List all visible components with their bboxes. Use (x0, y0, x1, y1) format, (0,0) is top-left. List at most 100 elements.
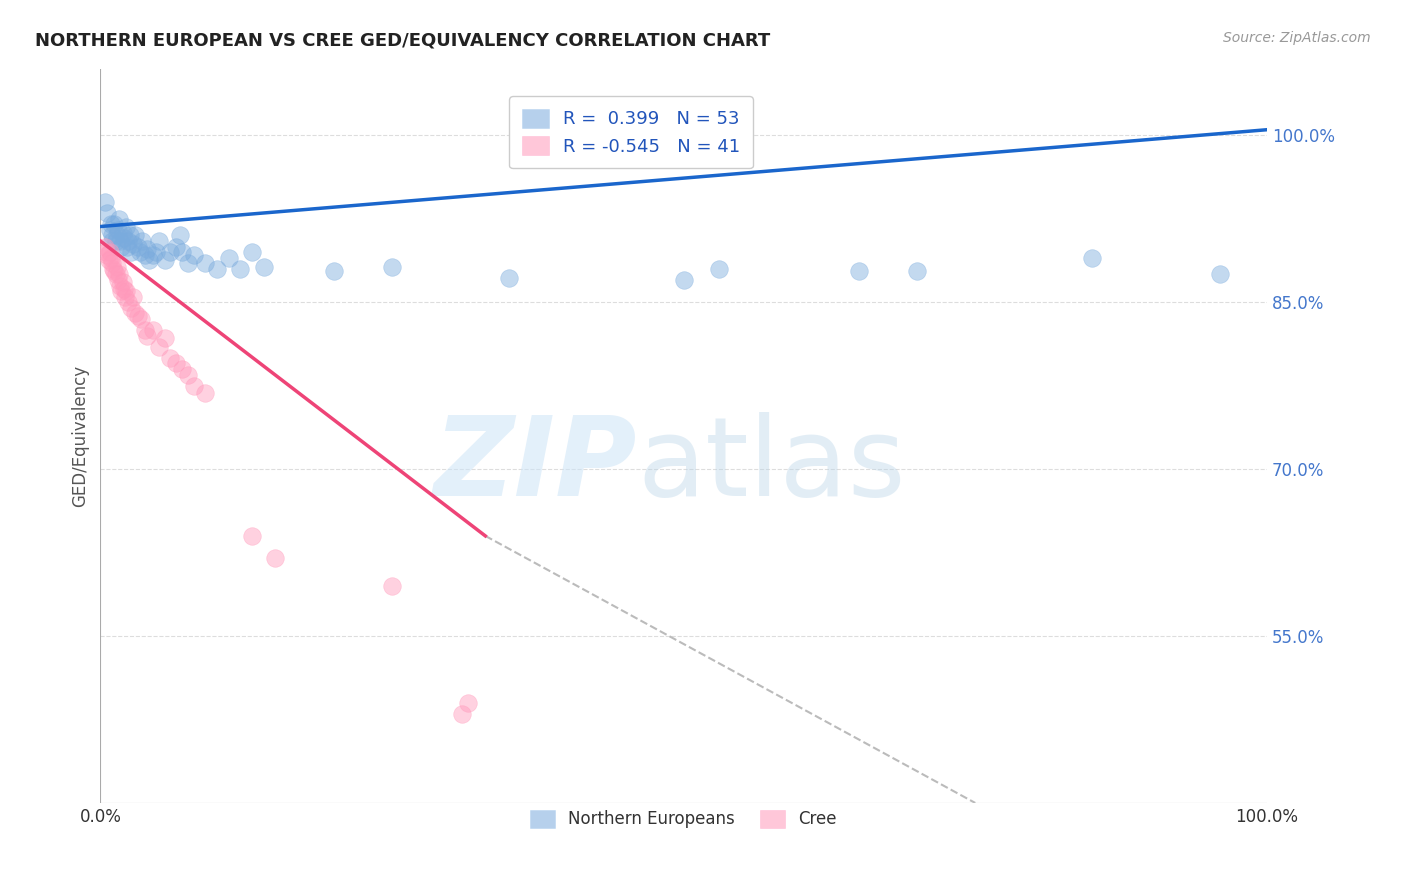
Point (111, 226, 134, 240)
Point (134, 323, 156, 337)
Point (94, 195, 117, 210)
Point (115, 219, 138, 234)
Point (124, 228, 146, 243)
Point (120, 245, 142, 260)
Point (381, 260, 404, 274)
Point (170, 245, 193, 260)
Point (142, 248, 165, 262)
Point (107, 223, 129, 237)
Point (108, 268, 131, 282)
Point (122, 290, 145, 304)
Point (103, 264, 125, 278)
Point (205, 261, 228, 276)
Point (218, 251, 240, 265)
Point (115, 284, 138, 298)
Point (96, 206, 118, 220)
Point (240, 529, 263, 543)
Point (112, 282, 135, 296)
Point (253, 260, 276, 274)
Point (101, 256, 124, 270)
Point (148, 340, 170, 354)
Text: ZIP: ZIP (433, 411, 637, 518)
Point (114, 290, 136, 304)
Point (240, 245, 263, 260)
Point (118, 228, 141, 243)
Point (108, 211, 131, 226)
Point (105, 228, 128, 243)
Point (145, 245, 167, 260)
Point (170, 362, 193, 376)
Point (1081, 251, 1104, 265)
Point (153, 252, 176, 267)
Point (94, 239, 117, 253)
Point (101, 234, 124, 248)
Point (100, 251, 122, 265)
Text: NORTHERN EUROPEAN VS CREE GED/EQUIVALENCY CORRELATION CHART: NORTHERN EUROPEAN VS CREE GED/EQUIVALENC… (35, 31, 770, 49)
Point (165, 239, 187, 253)
Point (115, 239, 138, 253)
Point (183, 248, 205, 262)
Point (183, 378, 205, 392)
Point (451, 706, 474, 721)
Point (117, 295, 139, 310)
Point (159, 351, 181, 365)
Point (107, 273, 129, 287)
Point (103, 261, 125, 276)
Point (264, 551, 287, 566)
Text: Source: ZipAtlas.com: Source: ZipAtlas.com (1223, 31, 1371, 45)
Point (120, 301, 142, 315)
Point (129, 245, 152, 260)
Point (229, 261, 252, 276)
Point (138, 252, 160, 267)
Point (672, 273, 695, 287)
Point (1209, 268, 1232, 282)
Point (97, 252, 120, 267)
Legend: Northern Europeans, Cree: Northern Europeans, Cree (523, 803, 844, 835)
Point (169, 228, 191, 243)
Point (117, 234, 139, 248)
Point (122, 237, 145, 252)
Point (103, 217, 125, 231)
Point (101, 228, 124, 243)
Point (108, 278, 131, 293)
Point (148, 234, 170, 248)
Point (136, 242, 159, 256)
Point (848, 264, 870, 278)
Point (159, 245, 181, 260)
Point (194, 386, 217, 401)
Point (127, 239, 149, 253)
Point (165, 356, 187, 370)
Point (177, 256, 200, 270)
Point (96, 245, 118, 260)
Point (110, 239, 132, 253)
Point (131, 234, 153, 248)
Point (127, 309, 149, 323)
Point (110, 284, 132, 298)
Point (100, 217, 122, 231)
Point (98, 223, 121, 237)
Point (129, 312, 152, 326)
Point (153, 331, 176, 345)
Point (177, 368, 200, 382)
Point (381, 579, 404, 593)
Point (136, 328, 159, 343)
Point (108, 234, 131, 248)
Point (98, 245, 121, 260)
Point (124, 306, 146, 320)
Point (194, 256, 217, 270)
Point (134, 248, 156, 262)
Text: atlas: atlas (637, 411, 905, 518)
Point (104, 268, 127, 282)
Point (457, 696, 479, 710)
Point (707, 261, 730, 276)
Point (105, 260, 128, 274)
Point (322, 264, 344, 278)
Point (111, 275, 134, 289)
Y-axis label: GED/Equivalency: GED/Equivalency (72, 365, 89, 507)
Point (112, 230, 135, 244)
Point (498, 270, 520, 285)
Point (96, 248, 118, 262)
Point (104, 234, 127, 248)
Point (905, 264, 928, 278)
Point (142, 323, 165, 337)
